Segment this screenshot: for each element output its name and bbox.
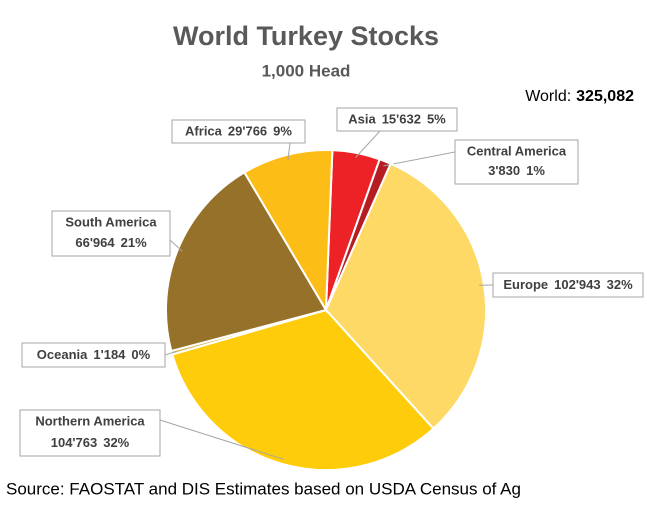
label-box — [19, 409, 161, 457]
slice-value: 15'632 — [382, 112, 421, 127]
label-box — [336, 107, 458, 132]
slice-label: Europe 102'943 32% — [503, 277, 633, 292]
slice-percent: 5% — [427, 112, 446, 127]
slice-percent: 32% — [103, 435, 129, 450]
slice-label: Asia 15'632 5% — [348, 112, 446, 127]
source: Source: FAOSTAT and DIS Estimates based … — [6, 479, 521, 498]
slice-percent: 32% — [607, 277, 633, 292]
slice-label: 104'763 32% — [51, 435, 130, 450]
slice-label-name: Europe — [503, 277, 548, 292]
label-box — [454, 139, 579, 185]
leader-line — [287, 142, 291, 160]
label-box — [492, 272, 644, 298]
pie-slice — [165, 171, 328, 353]
pie-slice — [324, 162, 488, 431]
slice-label-name: Northern America — [35, 413, 145, 428]
label-box — [21, 342, 166, 368]
slice-percent: 0% — [131, 347, 150, 362]
slice-value: 102'943 — [554, 277, 600, 292]
slice-value: 104'763 — [51, 435, 97, 450]
label-box — [51, 210, 171, 257]
slice-label-name: Africa — [185, 124, 223, 139]
label-box — [171, 119, 306, 144]
slice-percent: 9% — [273, 124, 292, 139]
leader-line — [159, 419, 284, 460]
slice-label: 66'964 21% — [75, 235, 147, 250]
total: World: 325,082 — [525, 88, 634, 105]
slice-label: Africa 29'766 9% — [185, 124, 292, 139]
leader-line — [355, 130, 381, 158]
slice-label-name: Asia — [348, 112, 376, 127]
total-label: World: — [525, 88, 571, 105]
slice-percent: 21% — [121, 235, 147, 250]
slice-label: 3'830 1% — [488, 163, 545, 178]
pie-slice — [171, 308, 435, 471]
pie-slice — [243, 149, 334, 314]
leader-line — [383, 151, 456, 167]
leader-line — [164, 350, 177, 356]
chart-title: World Turkey Stocks — [173, 21, 439, 51]
total-value: 325,082 — [576, 88, 634, 105]
slice-label-name: Oceania — [37, 347, 88, 362]
slice-value: 1'184 — [93, 347, 126, 362]
slice-label-name: Central America — [467, 143, 567, 158]
slice-label: Oceania 1'184 0% — [37, 347, 151, 362]
slice-value: 66'964 — [75, 235, 115, 250]
leader-line — [169, 239, 183, 252]
slice-value: 3'830 — [488, 163, 520, 178]
slice-percent: 1% — [526, 163, 545, 178]
slice-label-name: South America — [65, 214, 157, 229]
slice-value: 29'766 — [228, 124, 267, 139]
chart-subtitle: 1,000 Head — [262, 61, 351, 80]
